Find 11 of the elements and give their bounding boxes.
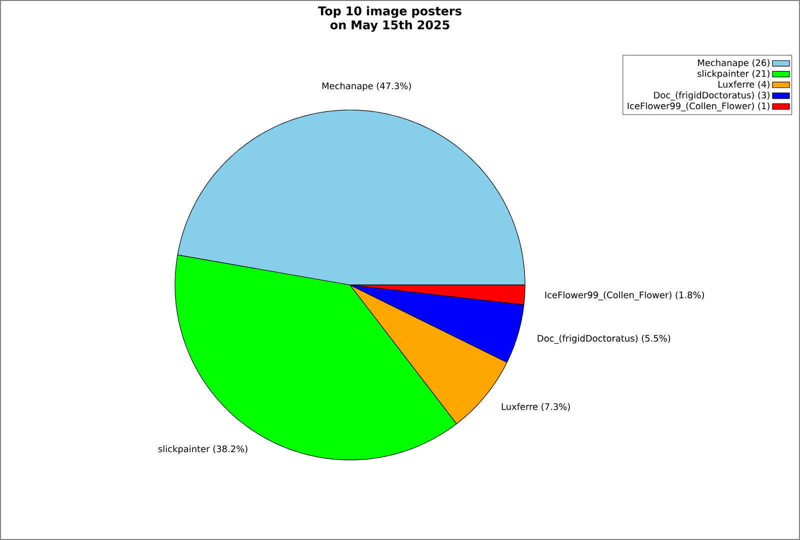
data-label: Doc_(frigidDoctoratus) (5.5%): [538, 334, 670, 344]
legend-label: slickpainter (21): [698, 70, 770, 79]
legend-label: Mechanape (26): [698, 59, 770, 68]
chart-title: Top 10 image posters on May 15th 2025: [318, 6, 462, 32]
data-label: IceFlower99_(Collen_Flower) (1.8%): [545, 291, 704, 300]
data-label: slickpainter (38.2%): [158, 445, 248, 454]
legend-label: Doc_(frigidDoctoratus) (3): [654, 92, 770, 100]
legend-label: IceFlower99_(Collen_Flower) (1): [628, 102, 770, 112]
data-label: Luxferre (7.3%): [502, 403, 570, 412]
data-label: Mechanape (47.3%): [322, 82, 411, 91]
legend-label: Luxferre (4): [718, 80, 770, 89]
